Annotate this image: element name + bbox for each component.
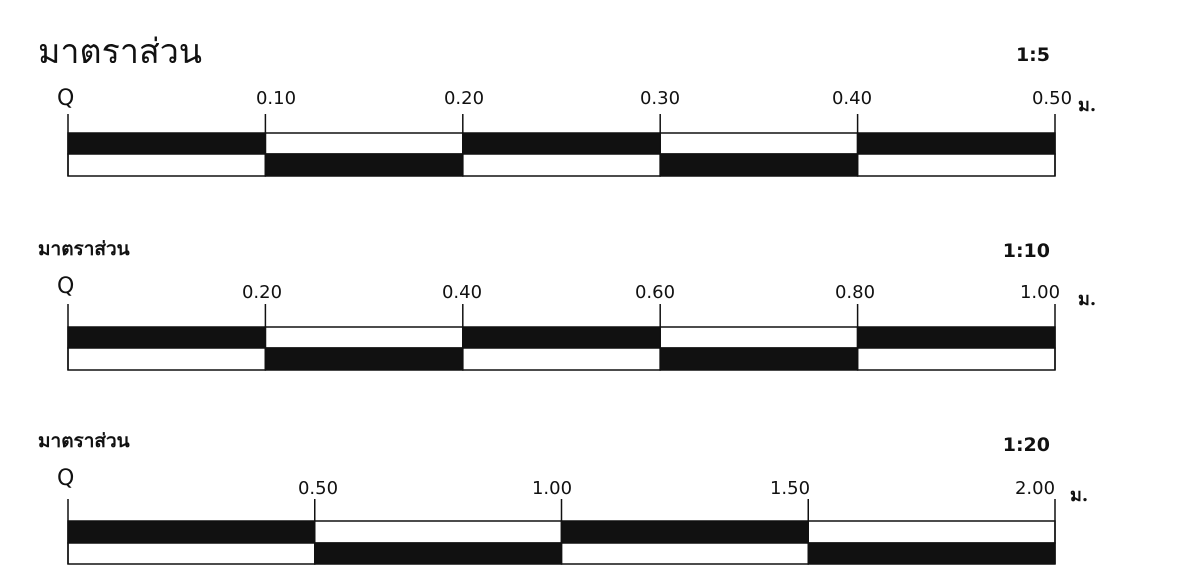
tick-label: 0.80 (834, 282, 876, 303)
scale-segment-white (314, 520, 563, 544)
scale-segment-white (807, 520, 1056, 544)
scale-segment-black (67, 520, 316, 544)
scale-segment-black (856, 326, 1056, 349)
scale-segment-white (659, 326, 859, 349)
zero-label: Q (57, 466, 75, 491)
tick-label: 0.40 (441, 282, 483, 303)
scale-segment-white (856, 153, 1056, 177)
scale-bar-graphic (67, 304, 1056, 371)
tick-label: 0.20 (241, 282, 283, 303)
scale-segment-black (659, 347, 859, 371)
scale-bar-graphic (67, 114, 1056, 177)
scale-segment-white (560, 542, 809, 565)
tick-label: 1.00 (1019, 282, 1061, 303)
scale-bar-1-20: มาตราส่วน 1:20 Q 0.50 1.00 1.50 2.00 ม. (0, 380, 1177, 565)
scale-segment-black (462, 326, 661, 349)
scale-bar-1-10: มาตราส่วน 1:10 Q 0.20 0.40 0.60 0.80 1.0… (0, 190, 1177, 380)
tick-label: 1.50 (769, 478, 811, 499)
scale-segment-white (67, 542, 316, 565)
scale-segment-white (264, 326, 464, 349)
scale-segment-black (462, 132, 661, 155)
tick-label: 0.40 (831, 88, 873, 109)
tick-label: 0.30 (639, 88, 681, 109)
tick-label: 0.20 (443, 88, 485, 109)
scale-title: มาตราส่วน (38, 430, 130, 452)
zero-label: Q (57, 86, 75, 111)
scale-segment-white (462, 347, 661, 371)
zero-label: Q (57, 274, 75, 299)
unit-label: ม. (1078, 95, 1097, 116)
scale-segment-black (807, 542, 1056, 565)
scale-segment-black (264, 347, 464, 371)
tick-label: 0.10 (255, 88, 297, 109)
scale-ratio: 1:5 (1015, 44, 1050, 66)
scale-ratio: 1:10 (1002, 240, 1050, 262)
scale-segment-black (67, 132, 267, 155)
unit-label: ม. (1070, 485, 1089, 506)
scale-segment-white (462, 153, 661, 177)
scale-bar-1-5: มาตราส่วน 1:5 Q 0.10 0.20 0.30 0.40 0.50… (0, 0, 1177, 190)
tick-label: 0.60 (634, 282, 676, 303)
scale-segment-black (560, 520, 809, 544)
tick-label: 0.50 (297, 478, 339, 499)
scale-segment-white (264, 132, 464, 155)
scale-segment-black (314, 542, 563, 565)
tick-label: 0.50 (1031, 88, 1073, 109)
scale-title: มาตราส่วน (38, 32, 203, 72)
scale-segment-black (67, 326, 267, 349)
unit-label: ม. (1078, 289, 1097, 310)
scale-segment-white (67, 347, 267, 371)
tick-label: 1.00 (531, 478, 573, 499)
scale-title: มาตราส่วน (38, 238, 130, 260)
scale-segment-black (659, 153, 859, 177)
scale-segment-white (67, 153, 267, 177)
scale-bar-graphic (67, 499, 1056, 565)
scale-segment-white (659, 132, 859, 155)
scale-segment-black (264, 153, 464, 177)
scale-segment-black (856, 132, 1056, 155)
tick-label: 2.00 (1014, 478, 1056, 499)
scale-segment-white (856, 347, 1056, 371)
scale-ratio: 1:20 (1002, 434, 1050, 456)
